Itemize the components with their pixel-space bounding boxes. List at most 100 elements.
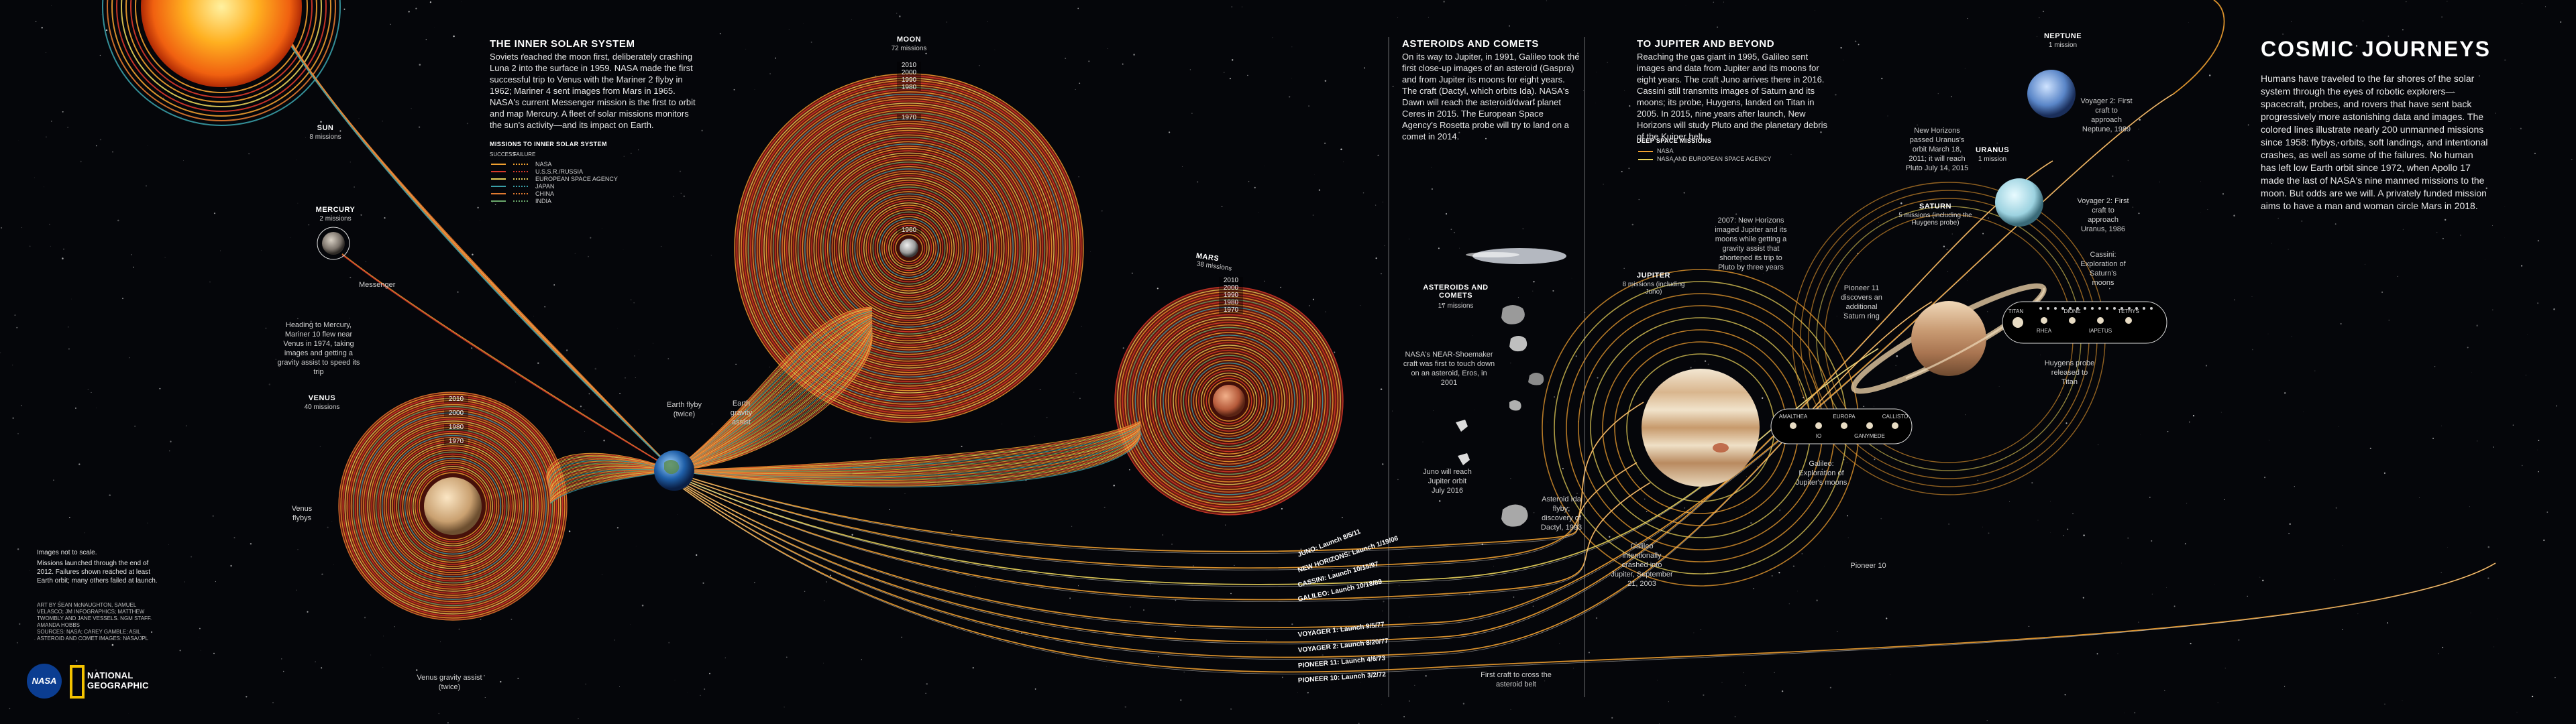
moon-mission-ring: [885, 225, 932, 272]
mars-mission-path: [674, 421, 1141, 471]
star: [630, 624, 631, 625]
venus-mission-ring: [400, 453, 506, 559]
star: [408, 11, 410, 13]
saturn-moon-icon: [2012, 317, 2023, 328]
star: [2560, 21, 2562, 23]
star: [1075, 373, 1077, 374]
star: [2238, 639, 2240, 641]
star: [603, 439, 605, 442]
asteroids-title: ASTEROIDS AND COMETS: [1402, 38, 1539, 50]
uranus-planet: [1995, 178, 2043, 227]
mission-paths: [288, 0, 2496, 674]
moon-mission-ring: [829, 168, 989, 328]
saturn-small-moon-icon: [2054, 307, 2057, 310]
legend-swatch-success: [491, 164, 506, 165]
star: [343, 8, 345, 10]
star: [1730, 113, 1732, 115]
star: [2453, 91, 2454, 93]
star: [1623, 267, 1625, 269]
moon-mission-ring: [874, 213, 944, 283]
star: [1880, 518, 1882, 520]
mars-mission-ring: [1150, 322, 1308, 480]
star: [415, 7, 417, 9]
star: [80, 160, 82, 163]
legend-success-header: SUCCESS: [490, 152, 516, 158]
star: [1723, 1, 1724, 3]
mars-mission-ring: [1193, 365, 1265, 437]
star: [2247, 124, 2249, 126]
legend-swatch-failure: [513, 193, 528, 194]
mars-mission-path: [674, 436, 1141, 488]
star: [1, 227, 3, 229]
star: [1280, 286, 1281, 288]
mars-mission-ring: [1173, 345, 1285, 457]
star: [719, 33, 721, 35]
national-geographic-logo: NATIONAL GEOGRAPHIC: [87, 670, 149, 690]
star: [1635, 542, 1638, 544]
moon-mission-path: [674, 325, 873, 471]
mars-mission-path: [674, 435, 1141, 486]
venus-mission-ring: [384, 437, 523, 576]
moon-mission-ring: [747, 86, 1071, 410]
star: [1266, 639, 1267, 641]
deep-space-trajectory: [674, 160, 2053, 643]
star: [2190, 642, 2192, 645]
star: [2445, 219, 2447, 221]
star: [1106, 666, 1107, 667]
moon-mission-path: [674, 320, 873, 471]
saturn-moon-label: DIONE: [2063, 308, 2081, 314]
moon-mission-path: [674, 333, 873, 471]
venus-mission-ring: [375, 428, 531, 584]
star: [1846, 515, 1849, 517]
sun-mission-ring: [107, 0, 336, 121]
saturn-rings-front: [1852, 284, 2045, 393]
venus-mission-ring: [350, 404, 555, 609]
moon-mission-ring: [861, 200, 957, 296]
star: [1878, 221, 1880, 223]
legend-swatch: [1638, 159, 1653, 160]
star: [1071, 526, 1073, 527]
star: [179, 650, 181, 652]
star: [331, 521, 333, 522]
saturn-moon-label: IAPETUS: [2088, 328, 2112, 334]
venus-mission-ring: [365, 418, 541, 594]
moon-mission-path: [674, 331, 873, 471]
star: [16, 326, 18, 328]
mars-mission-ring: [1198, 370, 1260, 432]
mars-mission-path: [674, 434, 1141, 485]
sun-mission-ring: [111, 0, 331, 117]
moon-mission-ring: [761, 100, 1057, 396]
star: [110, 569, 113, 571]
star: [2233, 215, 2235, 217]
star: [786, 656, 788, 658]
star: [533, 316, 534, 317]
star: [1781, 690, 1784, 692]
star: [638, 149, 639, 151]
mars-mission-path: [674, 434, 1141, 484]
star: [1281, 676, 1283, 678]
mars-year-label: 1980: [1219, 299, 1243, 306]
star: [1750, 522, 1752, 524]
legend-label: NASA: [1657, 147, 1674, 154]
star: [1801, 553, 1803, 554]
earth-assist-label: Earth gravity assist: [730, 400, 753, 426]
moon-mission-path: [674, 330, 873, 471]
star: [1816, 599, 1818, 601]
star: [1157, 288, 1159, 290]
moon-mission-path: [674, 312, 873, 471]
star: [2537, 302, 2539, 304]
star: [2334, 223, 2337, 225]
star: [580, 406, 582, 408]
star: [1843, 312, 1845, 314]
moon-mission-ring: [826, 166, 991, 330]
star: [1510, 478, 1511, 479]
voyager2-neptune-note: Voyager 2: First craft to approach Neptu…: [2080, 97, 2133, 133]
mars-mission-path: [674, 428, 1141, 475]
star: [1573, 668, 1574, 669]
star: [112, 151, 113, 153]
star: [2476, 324, 2478, 326]
star: [95, 669, 97, 671]
star: [1723, 348, 1725, 349]
star: [2402, 29, 2404, 31]
